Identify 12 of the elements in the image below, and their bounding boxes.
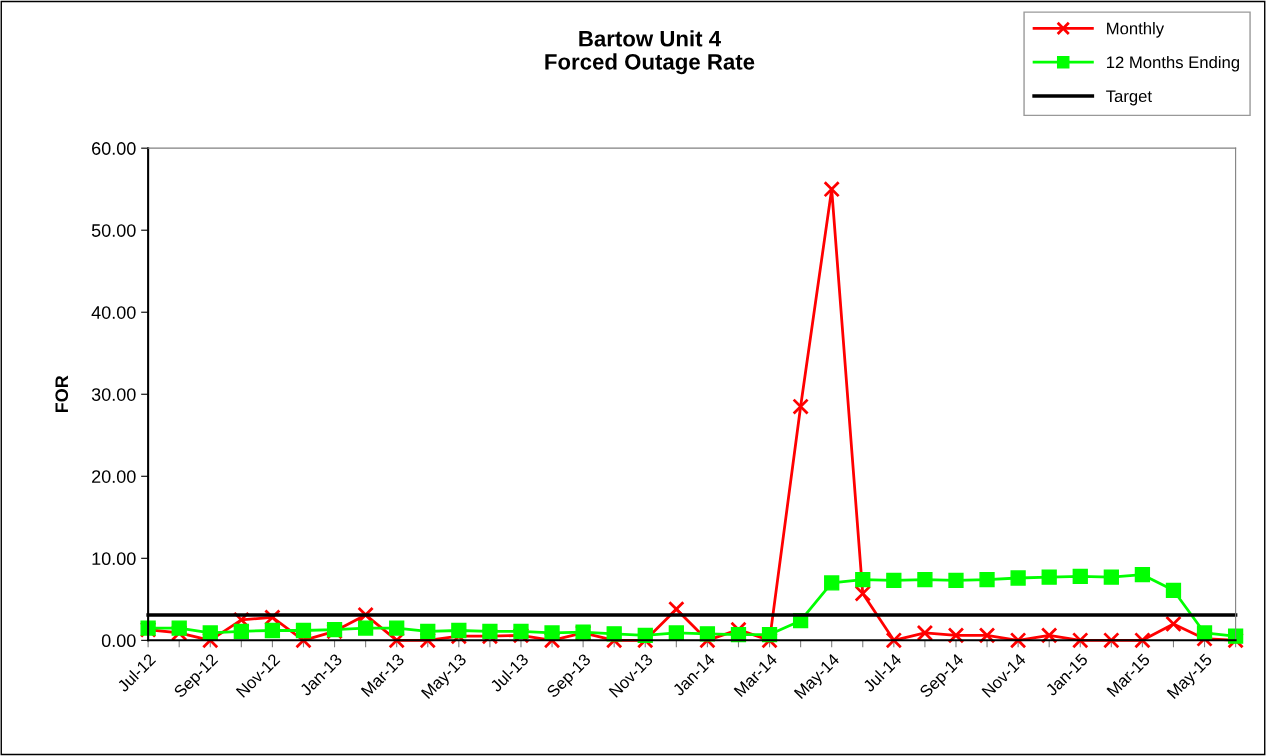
y-axis-title: FOR <box>55 375 69 413</box>
y-tick-label: 50.00 <box>91 224 136 237</box>
legend-label: Monthly <box>1107 22 1165 38</box>
y-tick-label: 10.00 <box>92 552 136 566</box>
y-tick-label: 20.00 <box>92 470 136 483</box>
legend-label: 12 Months Ending <box>1107 55 1240 72</box>
y-tick-label: 30.00 <box>91 388 136 401</box>
legend-label: Target <box>1106 90 1152 106</box>
y-tick-label: 60.00 <box>92 142 136 155</box>
y-tick-label: 0.00 <box>101 634 136 648</box>
chart-title: Bartow Unit 4 Forced Outage Rate <box>545 30 755 75</box>
y-tick-label: 40.00 <box>91 306 136 319</box>
